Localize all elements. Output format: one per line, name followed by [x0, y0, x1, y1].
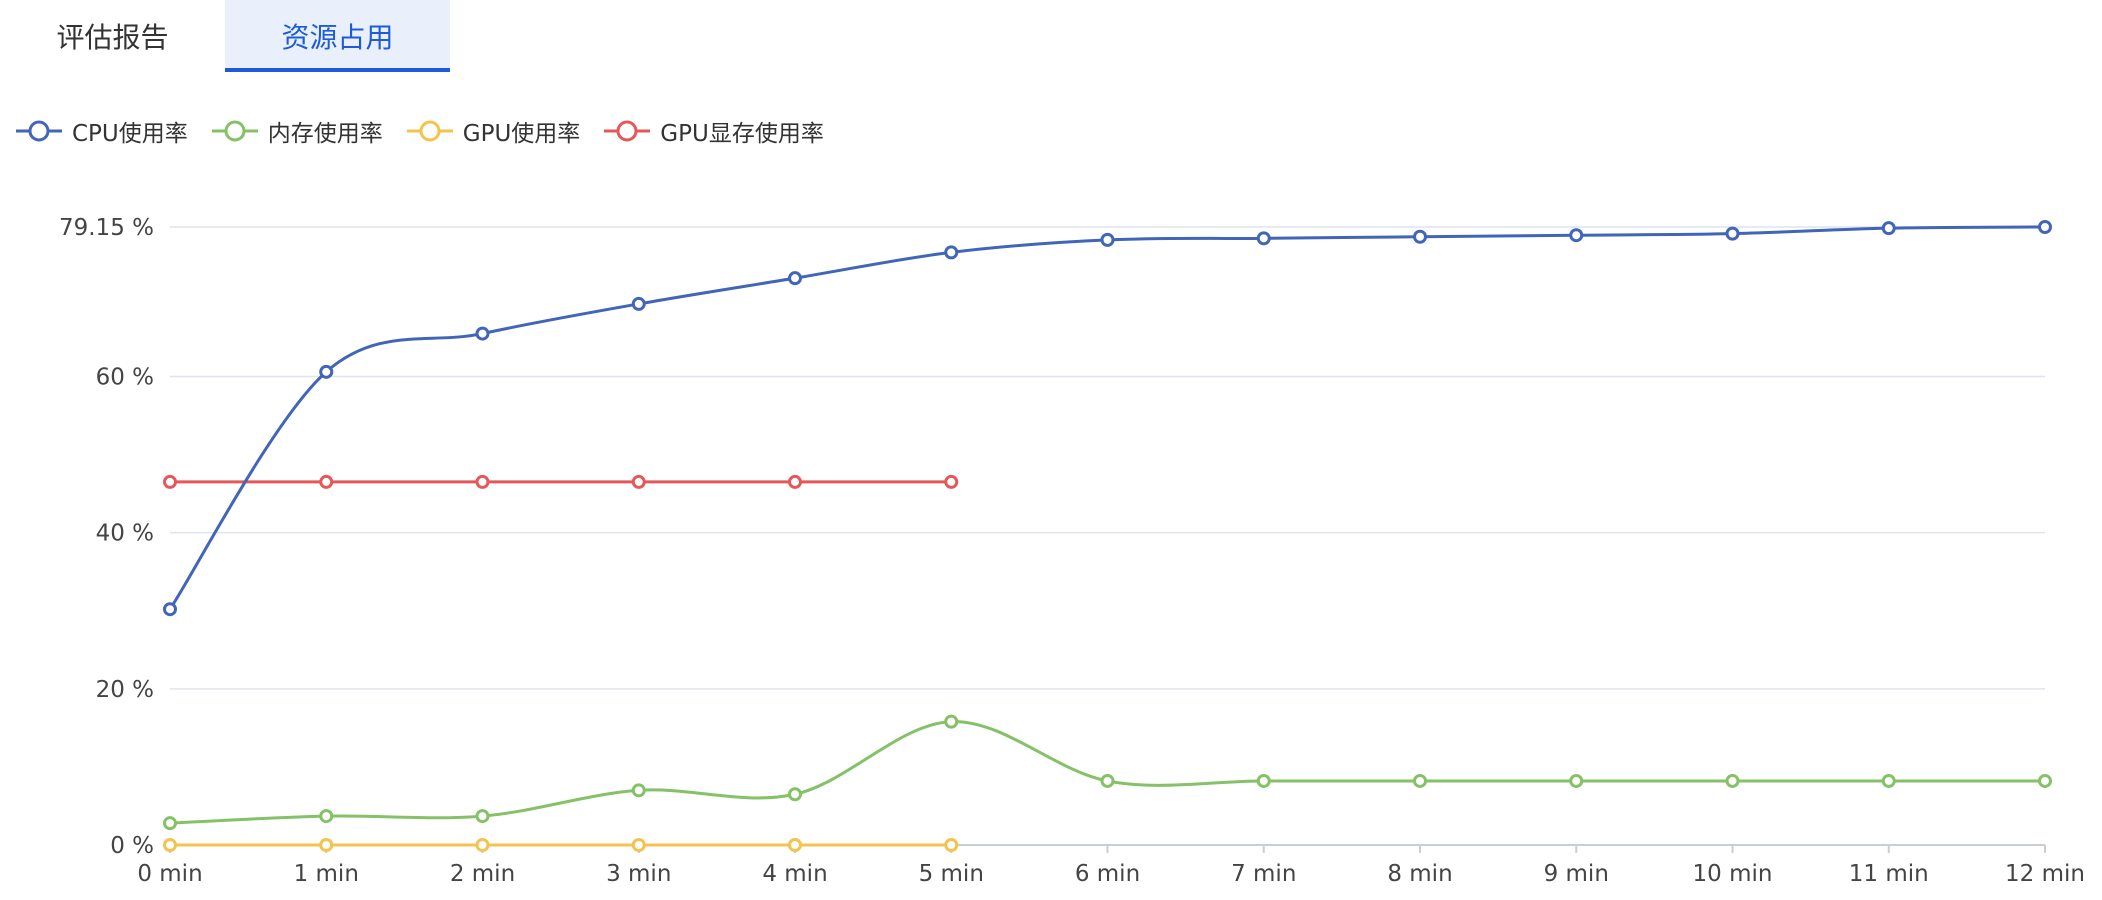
data-point[interactable] [1569, 228, 1584, 243]
data-point[interactable] [163, 816, 177, 831]
data-point[interactable] [1256, 773, 1271, 788]
data-point[interactable] [631, 296, 646, 311]
data-point[interactable] [1256, 231, 1271, 246]
series-1-group [163, 714, 2052, 831]
y-tick-label: 20 % [96, 677, 154, 703]
legend-label-gpu-memory: GPU显存使用率 [660, 121, 824, 147]
data-point[interactable] [1881, 221, 1896, 236]
data-point[interactable] [163, 602, 177, 617]
legend-cpu-marker-icon [16, 120, 62, 142]
y-tick-label: 40 % [96, 521, 154, 547]
data-point[interactable] [2038, 220, 2052, 234]
legend-memory-marker-icon [211, 120, 258, 142]
legend-gpu-marker-icon [406, 120, 453, 142]
data-point[interactable] [788, 787, 802, 802]
series-line [168, 720, 2047, 825]
data-point[interactable] [631, 838, 646, 852]
data-point[interactable] [944, 838, 959, 852]
data-point[interactable] [1100, 232, 1115, 247]
chart-series [163, 220, 2052, 852]
series-0-group [163, 220, 2052, 617]
data-point[interactable] [788, 474, 802, 489]
x-tick-label: 7 min [1231, 861, 1296, 887]
chart-legend: CPU使用率 内存使用率 GPU使用率 GPU显存使用率 [14, 112, 846, 150]
data-point[interactable] [944, 714, 959, 729]
chart-grid [170, 226, 2045, 690]
data-point[interactable] [163, 474, 177, 489]
data-point[interactable] [475, 838, 490, 852]
x-tick-label: 12 min [2005, 861, 2085, 887]
legend-gpu-memory-marker-icon [604, 120, 651, 142]
data-point[interactable] [1413, 229, 1427, 244]
x-tick-label: 1 min [294, 861, 359, 887]
chart-axes: 0 % 20 % 40 % 60 % 79.15 % 0 min 1 min 2 min 3 m… [59, 215, 2085, 887]
x-tick-label: 11 min [1849, 861, 1929, 887]
data-point[interactable] [1569, 773, 1584, 788]
legend-item-memory[interactable]: 内存使用率 [210, 114, 383, 148]
x-tick-label: 2 min [450, 861, 515, 887]
x-tick-label: 3 min [606, 861, 671, 887]
data-point[interactable] [1725, 773, 1740, 788]
series-2-group [163, 838, 959, 852]
x-tick-label: 0 min [137, 861, 202, 887]
data-point[interactable] [631, 783, 646, 798]
data-point[interactable] [475, 474, 490, 489]
data-point[interactable] [2038, 773, 2052, 788]
legend-label-memory: 内存使用率 [267, 121, 383, 147]
data-point[interactable] [163, 838, 177, 852]
data-point[interactable] [1881, 773, 1896, 788]
legend-item-cpu[interactable]: CPU使用率 [14, 114, 188, 148]
legend-item-gpu-memory[interactable]: GPU显存使用率 [602, 114, 824, 148]
data-point[interactable] [788, 838, 802, 852]
data-point[interactable] [944, 474, 959, 489]
y-tick-label: 79.15 % [59, 215, 154, 241]
legend-label-gpu: GPU使用率 [462, 121, 581, 147]
x-tick-label: 8 min [1387, 861, 1452, 887]
x-tick-label: 9 min [1544, 861, 1609, 887]
data-point[interactable] [475, 326, 490, 341]
tab-evaluation-report[interactable]: 评估报告 [56, 21, 169, 54]
legend-item-gpu[interactable]: GPU使用率 [405, 114, 581, 148]
data-point[interactable] [319, 809, 334, 824]
data-point[interactable] [631, 474, 646, 489]
series-line [168, 225, 2047, 611]
data-point[interactable] [788, 271, 802, 286]
y-tick-label: 0 % [110, 833, 154, 859]
legend-label-cpu: CPU使用率 [72, 121, 188, 147]
data-point[interactable] [1725, 226, 1740, 241]
x-tick-label: 4 min [762, 861, 827, 887]
x-tick-label: 6 min [1075, 861, 1140, 887]
data-point[interactable] [319, 474, 334, 489]
data-point[interactable] [475, 809, 490, 824]
data-point[interactable] [319, 364, 334, 379]
x-tick-label: 5 min [919, 861, 984, 887]
x-tick-label: 10 min [1693, 861, 1773, 887]
data-point[interactable] [319, 838, 334, 852]
y-tick-label: 60 % [96, 365, 154, 391]
data-point[interactable] [1100, 773, 1115, 788]
series-3-group [163, 474, 959, 489]
tab-bar: 评估报告 资源占用 [0, 0, 450, 72]
tab-resource-usage[interactable]: 资源占用 [225, 0, 450, 72]
data-point[interactable] [944, 245, 959, 260]
data-point[interactable] [1413, 773, 1427, 788]
